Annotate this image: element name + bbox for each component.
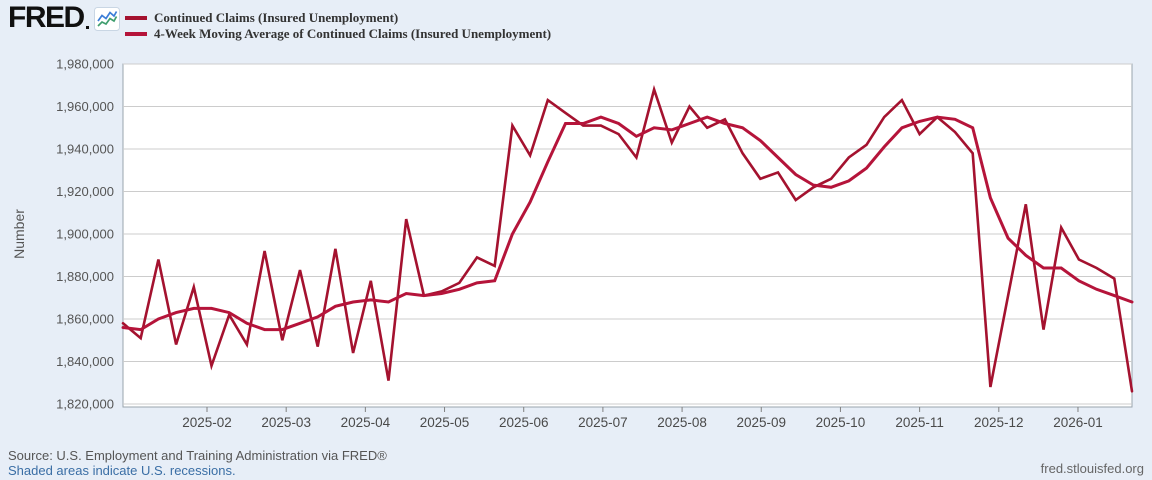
y-tick-label: 1,860,000: [56, 312, 114, 327]
legend-item-4week-ma: 4-Week Moving Average of Continued Claim…: [125, 26, 551, 41]
x-tick-label: 2026-01: [1053, 415, 1103, 430]
x-tick-label: 2025-12: [974, 415, 1024, 430]
fred-logo-text: FRED: [8, 1, 85, 34]
header: FRED: [8, 1, 120, 50]
series-continued-claims: [121, 84, 1134, 393]
y-tick-label: 1,940,000: [56, 142, 114, 157]
y-tick-label: 1,980,000: [56, 57, 114, 72]
x-tick-label: 2025-11: [895, 415, 944, 430]
y-tick-label: 1,960,000: [56, 99, 114, 114]
legend-swatch-series2: [125, 31, 147, 36]
x-tick-label: 2025-07: [578, 415, 628, 430]
icon-green-line: [97, 16, 117, 27]
y-tick-label: 1,820,000: [56, 397, 114, 412]
legend-label-series2: 4-Week Moving Average of Continued Claim…: [154, 26, 552, 41]
fred-site-link[interactable]: fred.stlouisfed.org: [1040, 461, 1144, 476]
y-tick-label: 1,880,000: [56, 269, 114, 284]
x-tick-label: 2025-09: [736, 415, 786, 430]
source-text: Source: U.S. Employment and Training Adm…: [8, 448, 387, 463]
x-tick-label: 2025-04: [341, 415, 391, 430]
x-tick-label: 2025-10: [816, 415, 866, 430]
series-4week-moving-average: [121, 115, 1134, 332]
chart-legend: Continued Claims (Insured Unemployment) …: [125, 10, 551, 42]
legend-label-series1: Continued Claims (Insured Unemployment): [154, 10, 399, 25]
recessions-link[interactable]: Shaded areas indicate U.S. recessions.: [8, 463, 236, 478]
plot-area[interactable]: [122, 63, 1133, 408]
icon-blue-line: [96, 11, 117, 22]
logo-trademark-dot: [85, 26, 89, 29]
x-tick-label: 2025-05: [420, 415, 470, 430]
y-tick-label: 1,900,000: [56, 227, 114, 242]
x-tick-label: 2025-03: [261, 415, 311, 430]
x-tick-label: 2025-02: [182, 415, 232, 430]
x-tick-label: 2025-08: [657, 415, 707, 430]
legend-item-continued-claims: Continued Claims (Insured Unemployment): [125, 10, 551, 25]
fred-logo[interactable]: FRED: [8, 1, 120, 34]
legend-swatch-series1: [125, 15, 147, 20]
y-tick-label: 1,920,000: [56, 184, 114, 199]
x-tick-label: 2025-06: [499, 415, 549, 430]
fred-line-chart-icon: [93, 7, 120, 31]
y-tick-label: 1,840,000: [56, 354, 114, 369]
y-axis-title: Number: [11, 209, 27, 259]
